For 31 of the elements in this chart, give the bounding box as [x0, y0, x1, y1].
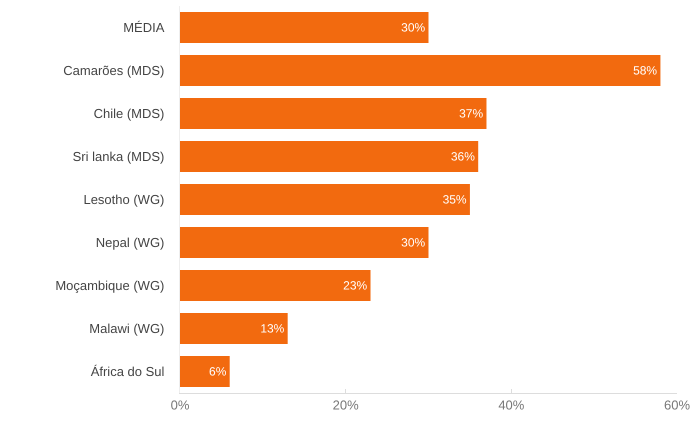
bar	[180, 356, 230, 387]
data-label: 13%	[260, 322, 285, 336]
bar	[180, 55, 660, 86]
y-tick-label: Chile (MDS)	[94, 106, 164, 122]
data-label: 36%	[450, 150, 476, 164]
y-tick-label: Camarões (MDS)	[63, 63, 164, 78]
y-tick-label: Nepal (WG)	[96, 235, 164, 250]
bar	[180, 141, 478, 172]
y-tick-label: Moçambique (WG)	[55, 278, 164, 294]
bar	[180, 12, 428, 43]
data-label: 30%	[401, 20, 426, 34]
y-tick-label: Lesotho (WG)	[83, 192, 164, 208]
y-tick-label: África do Sul	[90, 364, 165, 380]
data-label: 6%	[209, 364, 227, 378]
x-tick-label: 40%	[498, 398, 525, 413]
bar	[180, 270, 371, 301]
data-label: 58%	[633, 64, 658, 78]
bar	[180, 313, 288, 344]
y-tick-label: Sri lanka (MDS)	[72, 149, 164, 164]
y-tick-label: MÉDIA	[123, 20, 165, 36]
x-tick-label: 0%	[170, 398, 190, 413]
bar	[180, 184, 470, 215]
y-tick-label: Malawi (WG)	[89, 321, 164, 336]
x-tick-label: 20%	[332, 398, 360, 413]
data-label: 30%	[401, 236, 426, 250]
bar	[180, 98, 486, 129]
data-label: 23%	[343, 278, 368, 292]
x-tick-label: 60%	[664, 398, 690, 413]
bar	[180, 227, 428, 258]
data-label: 35%	[442, 192, 467, 206]
data-label: 37%	[459, 106, 484, 120]
